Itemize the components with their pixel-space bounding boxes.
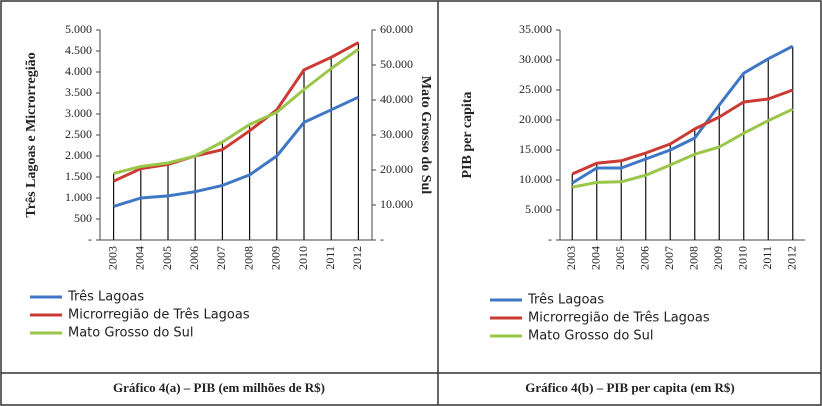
y-tick-label: 2.000 xyxy=(65,148,92,162)
y2-tick-label: 10.000 xyxy=(380,197,413,211)
series-line xyxy=(571,44,794,185)
chart-caption: Gráfico 4(a) – PIB (em milhões de R$) xyxy=(113,380,325,395)
x-tick-label: 2011 xyxy=(760,246,774,270)
legend-label: Três Lagoas xyxy=(67,290,144,305)
x-tick-label: 2003 xyxy=(105,246,119,270)
x-tick-label: 2008 xyxy=(241,246,255,270)
y-tick-label: 500 xyxy=(74,211,92,225)
x-tick-label: 2005 xyxy=(613,246,627,270)
y-tick-label: 1.000 xyxy=(65,190,92,204)
y-tick-label: 10.000 xyxy=(519,172,552,186)
y-tick-label: 3.500 xyxy=(65,85,92,99)
x-tick-label: 2008 xyxy=(687,246,701,270)
x-tick-label: 2009 xyxy=(269,246,283,270)
y2-tick-label: 60.000 xyxy=(380,22,413,36)
y-axis-label: Três Lagoas e Microrregião xyxy=(24,52,39,217)
y-tick-label: 1.500 xyxy=(65,169,92,183)
y-tick-label: 25.000 xyxy=(519,82,552,96)
y-tick-label: 5.000 xyxy=(65,22,92,36)
x-tick-label: 2003 xyxy=(564,246,578,270)
series-line xyxy=(571,88,794,176)
y2-tick-label: 50.000 xyxy=(380,57,413,71)
legend-label: Microrregião de Três Lagoas xyxy=(68,308,250,323)
x-tick-label: 2012 xyxy=(785,246,799,270)
y2-tick-label: 40.000 xyxy=(380,92,413,106)
x-tick-label: 2005 xyxy=(160,246,174,270)
y-tick-label: - xyxy=(548,232,552,246)
y2-axis-label: Mato Grosso do Sul xyxy=(418,76,433,194)
x-tick-label: 2011 xyxy=(323,246,337,270)
y-tick-label: 3.000 xyxy=(65,106,92,120)
chart-caption: Gráfico 4(b) – PIB per capita (em R$) xyxy=(525,380,735,395)
y-tick-label: 2.500 xyxy=(65,127,92,141)
x-tick-label: 2010 xyxy=(296,246,310,270)
series-line xyxy=(112,41,360,183)
y-tick-label: 15.000 xyxy=(519,142,552,156)
y2-tick-label: - xyxy=(380,232,384,246)
y-tick-label: 4.000 xyxy=(65,64,92,78)
legend-label: Mato Grosso do Sul xyxy=(68,326,194,341)
x-tick-label: 2006 xyxy=(638,246,652,270)
x-tick-label: 2009 xyxy=(711,246,725,270)
series-line xyxy=(571,107,794,189)
x-tick-label: 2010 xyxy=(736,246,750,270)
legend-label: Mato Grosso do Sul xyxy=(528,329,654,344)
x-tick-label: 2007 xyxy=(662,246,676,270)
y-tick-label: 20.000 xyxy=(519,112,552,126)
y-tick-label: 30.000 xyxy=(519,52,552,66)
legend-label: Três Lagoas xyxy=(527,293,604,308)
y-tick-label: - xyxy=(88,232,92,246)
y2-tick-label: 20.000 xyxy=(380,162,413,176)
y-axis-label: PIB per capita xyxy=(460,92,475,179)
y-tick-label: 4.500 xyxy=(65,43,92,57)
y2-tick-label: 30.000 xyxy=(380,127,413,141)
x-tick-label: 2012 xyxy=(350,246,364,270)
x-tick-label: 2004 xyxy=(133,246,147,270)
y-tick-label: 35.000 xyxy=(519,22,552,36)
series-line xyxy=(113,95,360,208)
series-line xyxy=(113,48,360,175)
x-tick-label: 2004 xyxy=(589,246,603,270)
x-tick-label: 2007 xyxy=(214,246,228,270)
legend-label: Microrregião de Três Lagoas xyxy=(528,311,710,326)
x-tick-label: 2006 xyxy=(187,246,201,270)
y-tick-label: 5.000 xyxy=(525,202,552,216)
